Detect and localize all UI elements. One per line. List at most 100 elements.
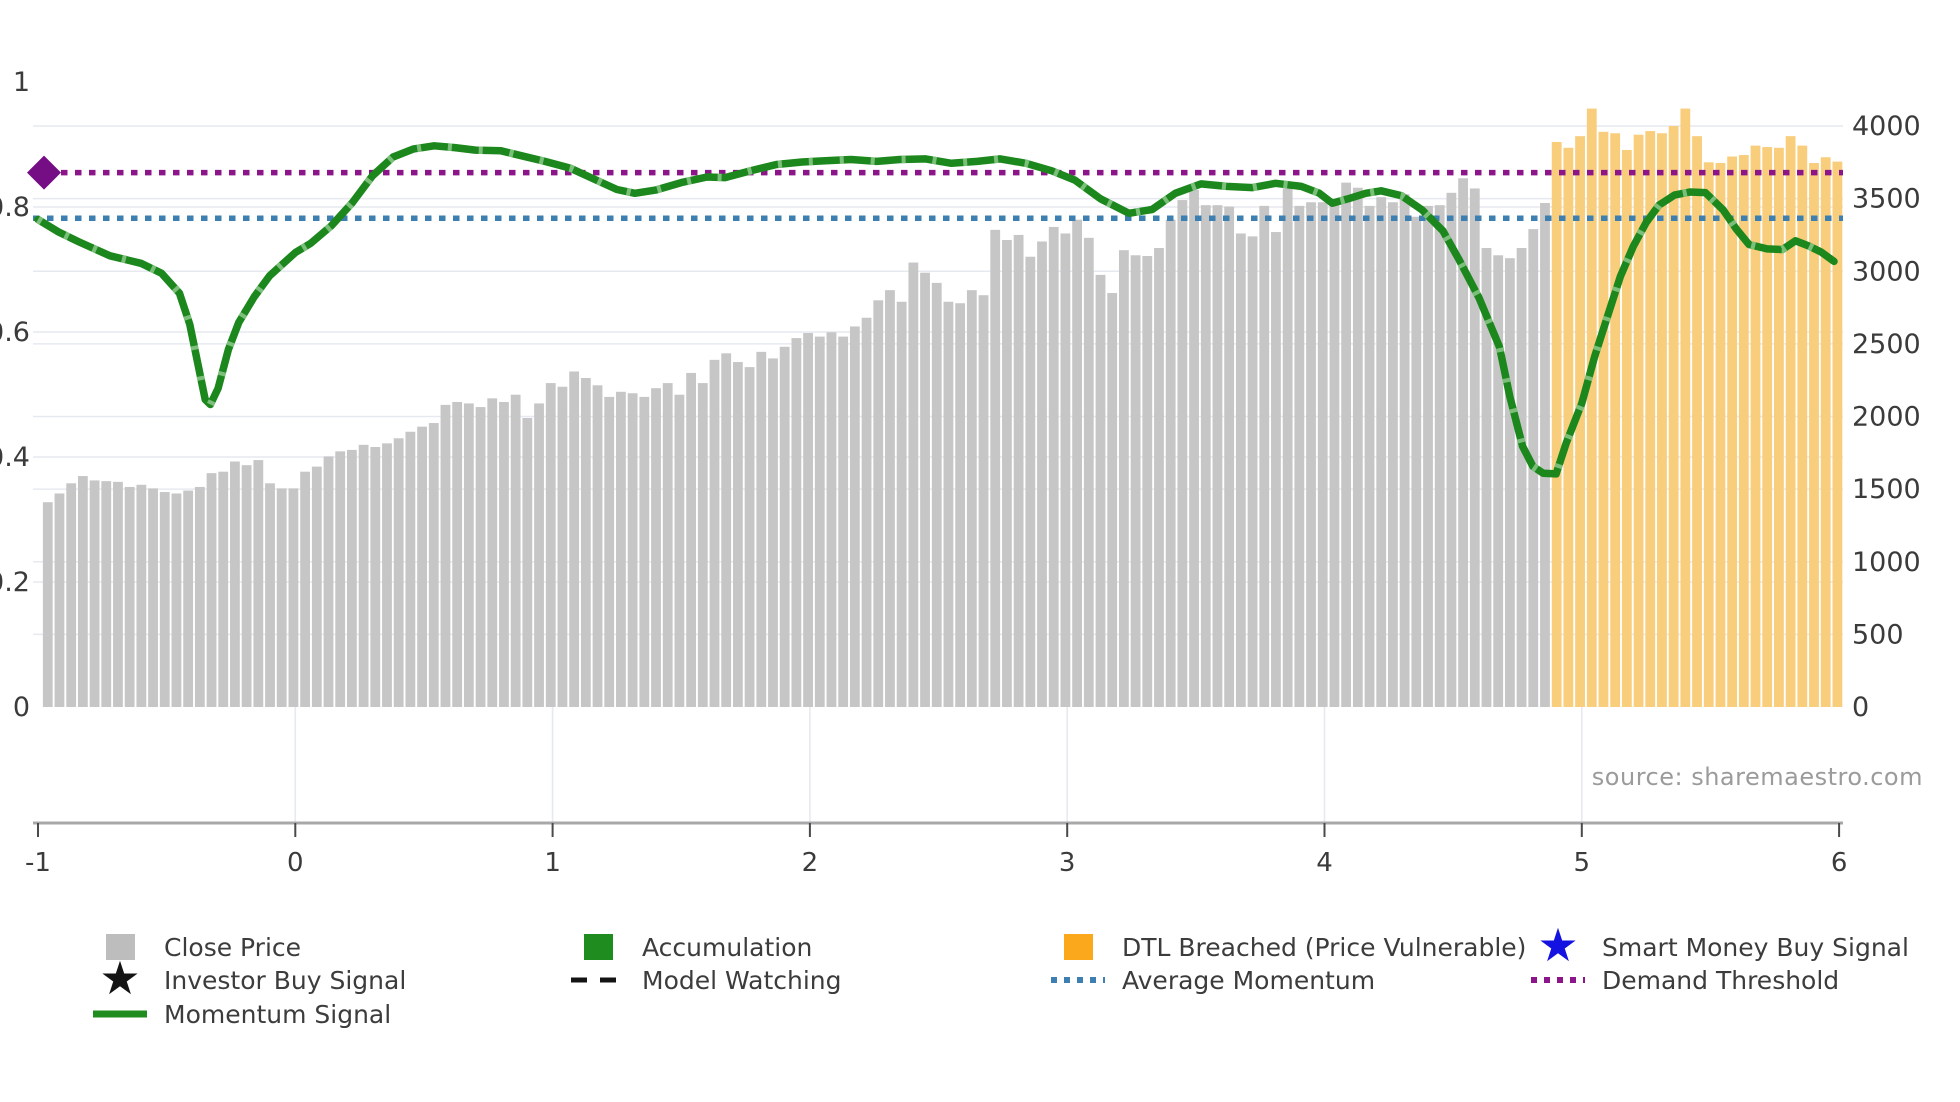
- legend-label: Momentum Signal: [164, 999, 392, 1029]
- close-price-bar: [1154, 248, 1164, 707]
- legend-label: Investor Buy Signal: [164, 965, 407, 995]
- close-price-bar: [861, 317, 872, 707]
- close-price-bar: [463, 403, 474, 707]
- close-price-bar: [417, 426, 427, 707]
- close-price-bar: [651, 388, 661, 707]
- close-price-bar: [978, 295, 989, 707]
- close-price-bar: [148, 488, 158, 707]
- close-price-bar: [931, 282, 942, 707]
- close-price-bar: [265, 483, 275, 707]
- close-price-swatch-icon: [105, 934, 135, 960]
- close-price-bar: [1130, 255, 1141, 707]
- close-price-bar: [674, 394, 685, 707]
- dtl-breached-bar: [1586, 108, 1597, 707]
- legend-item-average-momentum: Average Momentum: [1046, 963, 1375, 997]
- legend-item-dtl-breached: DTL Breached (Price Vulnerable): [1046, 930, 1526, 964]
- dtl-breached-bar: [1797, 145, 1808, 707]
- close-price-bar: [1516, 248, 1527, 707]
- x-tick-label: 3: [1059, 848, 1076, 878]
- close-price-bar: [253, 460, 264, 707]
- close-price-bar: [335, 451, 346, 707]
- close-price-bar: [1095, 274, 1106, 707]
- dtl-breached-bar: [1551, 141, 1562, 708]
- close-price-bar: [943, 301, 954, 707]
- close-price-bar: [1013, 234, 1024, 707]
- close-price-bar: [42, 502, 53, 707]
- close-price-bar: [346, 449, 357, 707]
- close-price-bar: [1329, 198, 1340, 707]
- close-price-bar: [1235, 233, 1246, 708]
- dtl-breached-bar: [1727, 156, 1738, 707]
- close-price-bar: [510, 394, 521, 707]
- close-price-bar: [522, 417, 533, 707]
- close-price-bar: [896, 301, 907, 707]
- dtl-breached-bar: [1633, 134, 1644, 708]
- close-price-bar: [1025, 256, 1036, 707]
- close-price-bar: [1540, 202, 1550, 708]
- legend-item-demand-threshold: Demand Threshold: [1526, 963, 1839, 997]
- dtl-breached-bar: [1832, 161, 1843, 707]
- close-price-bar: [194, 486, 205, 707]
- momentum-signal-line: [34, 142, 1838, 478]
- legend-label: DTL Breached (Price Vulnerable): [1122, 932, 1527, 962]
- dtl-breached-bar: [1762, 147, 1773, 707]
- legend-item-accumulation: Accumulation: [566, 930, 812, 964]
- close-price-bar: [159, 492, 170, 707]
- close-price-bar: [721, 353, 732, 707]
- close-price-bar: [920, 272, 930, 707]
- left-axis-tick-label: 0.8: [0, 192, 30, 223]
- close-price-bar: [709, 359, 720, 707]
- close-price-bar: [803, 332, 813, 707]
- close-price-bar: [1037, 241, 1047, 707]
- close-price-bar: [768, 358, 778, 707]
- close-price-bar: [732, 362, 743, 707]
- close-price-bar: [1224, 206, 1235, 707]
- close-price-bar: [1259, 205, 1270, 707]
- close-price-bar: [101, 481, 112, 707]
- close-price-bar: [276, 488, 287, 707]
- dtl-breached-bar: [1703, 162, 1714, 707]
- right-axis-tick-label: 3000: [1852, 256, 1921, 287]
- close-price-bar: [873, 300, 884, 707]
- close-price-bar: [955, 303, 966, 707]
- close-price-bar: [1107, 293, 1118, 707]
- right-axis-tick-label: 4000: [1852, 111, 1921, 142]
- close-price-bar: [1446, 192, 1457, 707]
- right-axis-tick-label: 2000: [1852, 402, 1921, 433]
- close-price-bar: [452, 401, 463, 707]
- close-price-bar: [1388, 202, 1398, 707]
- close-price-bar: [1399, 194, 1410, 707]
- close-price-bar: [1341, 182, 1352, 707]
- dtl-breached-bar: [1809, 163, 1819, 707]
- close-price-bar: [323, 456, 334, 707]
- close-price-bar: [1282, 188, 1293, 707]
- legend-label: Accumulation: [642, 932, 813, 962]
- close-price-bar: [1247, 236, 1258, 707]
- close-price-bar: [557, 386, 568, 707]
- close-price-bar: [183, 490, 194, 707]
- close-price-bar: [580, 378, 591, 707]
- right-axis-tick-label: 0: [1852, 692, 1869, 723]
- green-line-icon: [93, 1010, 147, 1018]
- dtl-breached-bar: [1680, 108, 1691, 707]
- close-price-bar: [475, 407, 486, 707]
- dtl-breached-bar: [1575, 136, 1585, 708]
- close-price-bar: [756, 351, 767, 707]
- close-price-bar: [206, 473, 217, 707]
- close-price-bar: [1306, 202, 1316, 707]
- blue-star-icon: ★: [1537, 918, 1579, 972]
- close-price-bar: [686, 372, 697, 707]
- close-price-bar: [405, 431, 416, 707]
- close-price-bar: [1352, 187, 1363, 707]
- close-price-bar: [358, 444, 369, 707]
- demand-threshold-diamond-marker: [27, 155, 61, 190]
- close-price-bar: [1060, 233, 1071, 708]
- dtl-breached-bar: [1610, 133, 1621, 707]
- close-price-bar: [1083, 237, 1094, 707]
- close-price-bar: [1481, 248, 1492, 707]
- close-price-bar: [592, 385, 603, 707]
- close-price-bar: [627, 393, 638, 707]
- close-price-bar: [300, 471, 311, 707]
- x-tick-label: 2: [802, 848, 819, 878]
- close-price-bar: [908, 262, 919, 707]
